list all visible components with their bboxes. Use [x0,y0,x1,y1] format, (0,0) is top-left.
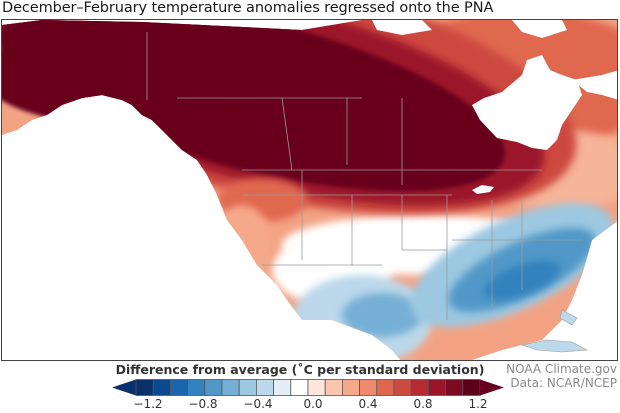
colorbar-segment [290,379,309,396]
colorbar-segment [273,379,292,396]
colorbar-segment [462,379,481,396]
arctic-water [512,20,567,38]
colorbar-segment [410,379,429,396]
colorbar-segment [359,379,378,396]
colorbar-max-arrow [480,379,504,396]
colorbar-tick-label: 0.4 [358,397,378,411]
cuba [520,339,589,353]
arctic-water [372,20,432,35]
colorbar-tick-label: 1.2 [468,397,488,411]
colorbar-segment [427,379,446,396]
colorbar-segment [307,379,326,396]
colorbar-tick-label: 0.8 [413,397,433,411]
colorbar-segment [255,379,274,396]
anomaly-map [1,19,618,361]
colorbar-segment [187,379,206,396]
colorbar-tick-label: 0.0 [303,397,323,411]
colorbar-segment [170,379,189,396]
legend-title: Difference from average (˚C per standard… [115,362,485,377]
colorbar-min-arrow [112,379,136,396]
colorbar-segment [393,379,412,396]
land-fill [2,20,617,360]
credit-source: NOAA Climate.gov [506,362,617,376]
political-borders [146,32,582,320]
hudson-bay [472,55,582,150]
bahamas [559,309,578,326]
colorbar-segment [221,379,240,396]
colorbar-segment [204,379,223,396]
hudson-strait [572,70,617,100]
colorbar-tick-label: −0.4 [243,397,273,411]
colorbar-segment [135,379,154,396]
colorbar-segment [238,379,257,396]
colorbar-segment [376,379,395,396]
colorbar [112,379,504,396]
colorbar-segment [341,379,360,396]
colorbar-segment [152,379,171,396]
colorbar-tick-label: −0.8 [188,397,218,411]
credit-data: Data: NCAR/NCEP [510,376,617,390]
map-title: December–February temperature anomalies … [2,0,494,16]
colorbar-segment [445,379,464,396]
legend-title-wrap: Difference from average (˚C per standard… [0,362,620,377]
map-canvas [2,20,617,360]
colorbar-tick-label: −1.2 [133,397,163,411]
great-lakes [472,185,494,194]
colorbar-segment [324,379,343,396]
